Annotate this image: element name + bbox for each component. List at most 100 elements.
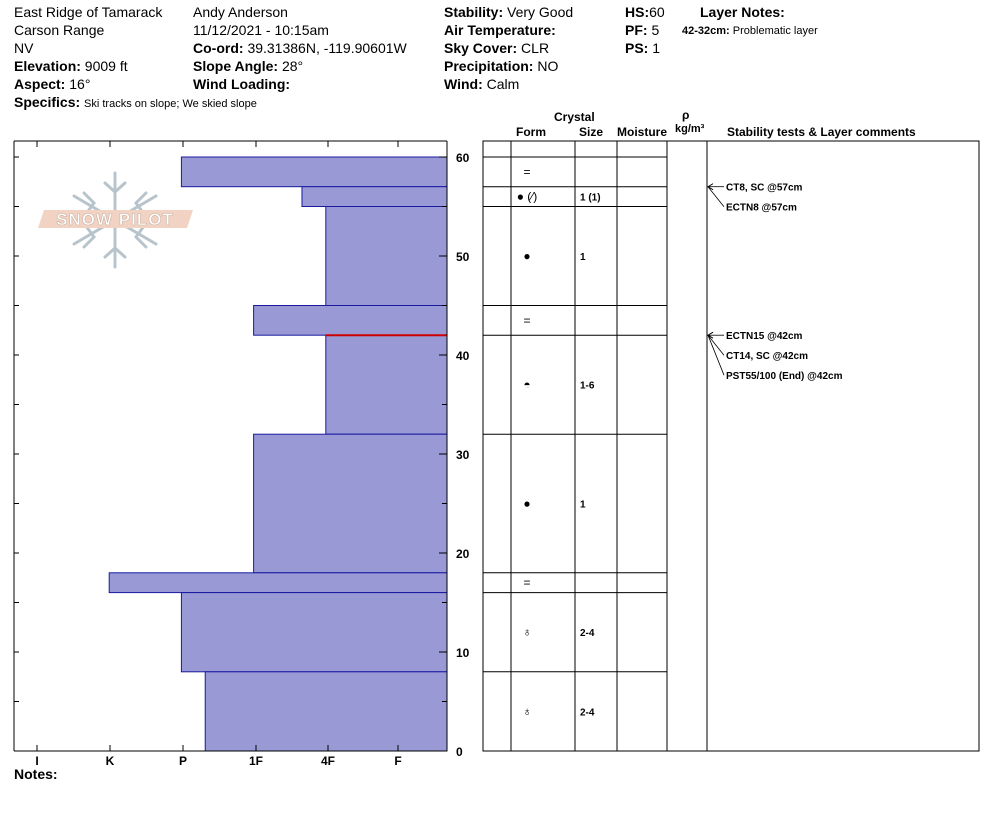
stability-value: Very Good bbox=[507, 4, 574, 20]
crystal-form: ♁ bbox=[523, 704, 532, 718]
crystal-form: ● bbox=[523, 497, 530, 511]
hardness-tick-label: 4F bbox=[321, 754, 335, 768]
aspect-row: Aspect: 16° bbox=[14, 75, 90, 93]
precip-row: Precipitation: NO bbox=[444, 57, 558, 75]
wind-value: Calm bbox=[486, 76, 520, 92]
elevation-label: Elevation: bbox=[14, 58, 81, 74]
rho-header: ρ bbox=[682, 108, 690, 122]
crystal-form: ● (⁄) bbox=[517, 190, 538, 204]
stability-test-label: PST55/100 (End) @42cm bbox=[726, 371, 843, 382]
ps-row: PS: 1 bbox=[625, 39, 660, 57]
pf-label: PF: bbox=[625, 22, 648, 38]
crystal-form: = bbox=[523, 576, 530, 590]
form-header: Form bbox=[516, 125, 546, 139]
elevation-value: 9009 ft bbox=[84, 58, 128, 74]
ps-label: PS: bbox=[625, 40, 649, 56]
elevation-row: Elevation: 9009 ft bbox=[14, 57, 128, 75]
pf-row: PF: 5 bbox=[625, 21, 659, 39]
hardness-bar bbox=[325, 206, 448, 306]
sky-row: Sky Cover: CLR bbox=[444, 39, 549, 57]
hardness-tick-label: 1F bbox=[249, 754, 263, 768]
crystal-header: Crystal bbox=[554, 110, 595, 124]
coord-label: Co-ord: bbox=[193, 40, 244, 56]
depth-tick-label: 20 bbox=[456, 547, 470, 561]
location-name: East Ridge of Tamarack bbox=[14, 4, 163, 20]
crystal-form: = bbox=[523, 165, 530, 179]
stability-leader bbox=[707, 334, 725, 356]
crystal-form: ♁ bbox=[523, 625, 532, 639]
observer-name: Andy Anderson bbox=[193, 4, 288, 20]
hs-row: HS:60 bbox=[625, 3, 665, 21]
air-temp-row: Air Temperature: bbox=[444, 21, 556, 39]
air-temp-label: Air Temperature: bbox=[444, 22, 556, 38]
stability-test-label: CT8, SC @57cm bbox=[726, 183, 803, 194]
stability-arrow-icon bbox=[707, 183, 714, 191]
stability-row: Stability: Very Good bbox=[444, 3, 573, 21]
mountain-range: Carson Range bbox=[14, 22, 105, 38]
stability-arrow-icon bbox=[707, 331, 714, 339]
hardness-bar bbox=[325, 334, 448, 435]
hardness-bar bbox=[108, 572, 448, 594]
hardness-tick-label: K bbox=[106, 754, 115, 768]
snowflake-icon bbox=[72, 171, 158, 269]
hardness-bar bbox=[301, 186, 448, 207]
stability-test-label: ECTN8 @57cm bbox=[726, 203, 797, 214]
hardness-tick-label: F bbox=[394, 754, 401, 768]
crystal-form: ● bbox=[523, 249, 530, 263]
crystal-size: 1 bbox=[580, 252, 586, 263]
hardness-bar bbox=[180, 156, 448, 188]
layer-note-text: Problematic layer bbox=[732, 25, 818, 37]
observation-datetime: 11/12/2021 - 10:15am bbox=[193, 22, 329, 38]
stability-test-label: ECTN15 @42cm bbox=[726, 331, 803, 342]
slope-row: Slope Angle: 28° bbox=[193, 57, 303, 75]
layer-note-range: 42-32cm: bbox=[682, 25, 730, 37]
notes-label: Notes: bbox=[14, 766, 58, 782]
stability-arrow-icon bbox=[707, 331, 714, 339]
sky-value: CLR bbox=[521, 40, 550, 56]
crystal-form: ◓ bbox=[523, 378, 530, 392]
specifics-label: Specifics: bbox=[14, 94, 81, 110]
layer-notes-label: Layer Notes: bbox=[700, 4, 785, 20]
depth-tick-label: 40 bbox=[456, 349, 470, 363]
sky-label: Sky Cover: bbox=[444, 40, 518, 56]
coord-value: 39.31386N, -119.90601W bbox=[247, 40, 407, 56]
stability-leader bbox=[707, 186, 725, 207]
layer-note: 42-32cm: Problematic layer bbox=[682, 22, 818, 40]
precip-label: Precipitation: bbox=[444, 58, 534, 74]
stability-label: Stability: bbox=[444, 4, 504, 20]
slope-label: Slope Angle: bbox=[193, 58, 279, 74]
crystal-form: = bbox=[523, 313, 530, 327]
slope-value: 28° bbox=[281, 58, 304, 74]
crystal-size: 1-6 bbox=[580, 381, 595, 392]
depth-tick-label: 50 bbox=[456, 250, 470, 264]
coord-row: Co-ord: 39.31386N, -119.90601W bbox=[193, 39, 407, 57]
hs-value: 60 bbox=[649, 4, 665, 20]
hs-label: HS: bbox=[625, 4, 650, 20]
hardness-bar bbox=[253, 433, 448, 574]
crystal-size: 2-4 bbox=[580, 707, 595, 718]
depth-tick-label: 30 bbox=[456, 448, 470, 462]
ps-value: 1 bbox=[652, 40, 661, 56]
pf-value: 5 bbox=[651, 22, 660, 38]
logo-banner bbox=[38, 210, 193, 228]
specifics-value: Ski tracks on slope; We skied slope bbox=[84, 98, 257, 110]
state: NV bbox=[14, 40, 34, 56]
size-header: Size bbox=[579, 125, 604, 139]
hardness-bar bbox=[180, 592, 448, 673]
snowpilot-logo: SNOW PILOT bbox=[38, 171, 193, 269]
crystal-size: 2-4 bbox=[580, 628, 595, 639]
precip-value: NO bbox=[537, 58, 559, 74]
wind-loading-label: Wind Loading: bbox=[193, 76, 291, 92]
density-unit-header: kg/m³ bbox=[675, 123, 705, 135]
wind-label: Wind: bbox=[444, 76, 483, 92]
stability-test-label: CT14, SC @42cm bbox=[726, 351, 808, 362]
aspect-value: 16° bbox=[69, 76, 91, 92]
stability-arrow-icon bbox=[707, 331, 714, 339]
stability-tests-header: Stability tests & Layer comments bbox=[727, 125, 916, 139]
hardness-bar bbox=[253, 305, 448, 336]
depth-tick-label: 60 bbox=[456, 151, 470, 165]
profile-table-frame bbox=[482, 140, 980, 752]
hardness-tick-label: P bbox=[179, 754, 187, 768]
wind-row: Wind: Calm bbox=[444, 75, 519, 93]
crystal-size: 1 (1) bbox=[580, 193, 601, 204]
